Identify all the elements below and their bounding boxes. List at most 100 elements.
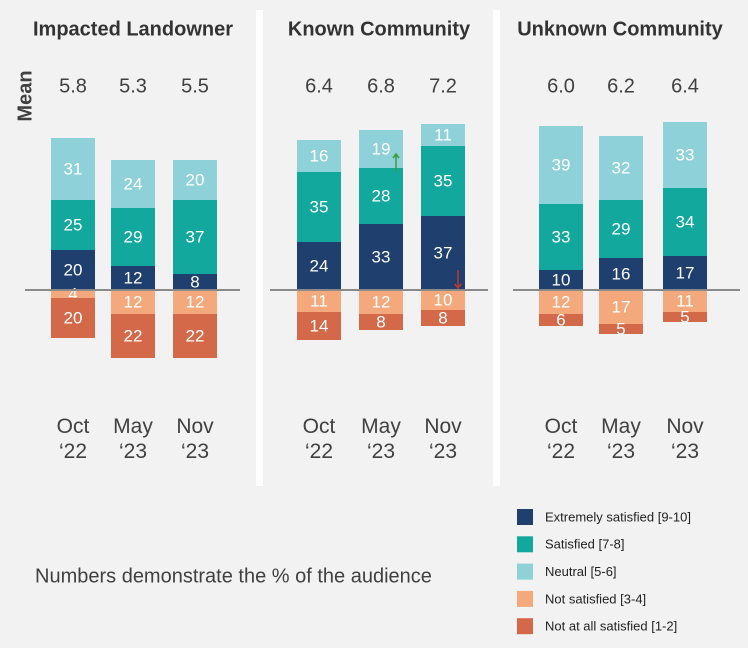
bar-segment [297, 312, 341, 340]
panel-title: Unknown Community [517, 18, 723, 40]
x-tick-label: May ‘23 [601, 415, 641, 463]
data-label: 29 [612, 219, 631, 238]
bar-segment [539, 270, 583, 290]
legend-swatch [517, 563, 533, 580]
data-label: 11 [676, 291, 694, 310]
data-label: 20 [186, 170, 205, 189]
bar-segment [111, 290, 155, 314]
data-label: 29 [124, 227, 143, 246]
bar-segment [51, 138, 95, 200]
data-label: 20 [64, 260, 83, 279]
bar-segment [539, 290, 583, 314]
legend-label: Satisfied [7-8] [545, 537, 625, 552]
data-label: 37 [186, 227, 205, 246]
mean-value: 6.4 [671, 75, 699, 97]
data-label: 12 [372, 292, 391, 311]
data-label: 19 [372, 139, 391, 158]
bar-segment [111, 266, 155, 290]
bar-segment [51, 200, 95, 250]
bar-segment [359, 290, 403, 314]
mean-value: 6.0 [547, 75, 575, 97]
data-label: 10 [552, 270, 571, 289]
mean-value: 5.3 [119, 75, 147, 97]
data-label: 20 [64, 308, 83, 327]
data-label: 5 [616, 319, 625, 338]
data-label: 8 [376, 312, 385, 331]
data-label: 25 [64, 215, 83, 234]
mean-value: 6.8 [367, 75, 395, 97]
bar-segment [421, 146, 465, 216]
bar-segment [111, 208, 155, 266]
legend-label: Not satisfied [3-4] [545, 591, 646, 606]
data-label: 33 [676, 145, 695, 164]
data-label: 5 [680, 307, 689, 326]
data-label: 22 [124, 326, 143, 345]
bar-segment [539, 126, 583, 204]
bar-segment [599, 258, 643, 290]
data-label: 8 [190, 272, 199, 291]
mean-value: 5.8 [59, 75, 87, 97]
data-label: 17 [612, 297, 631, 316]
data-label: 14 [310, 316, 329, 335]
bar-segment [421, 290, 465, 310]
legend-label: Not at all satisfied [1-2] [545, 619, 677, 634]
data-label: 6 [556, 310, 565, 329]
data-label: 35 [310, 197, 329, 216]
bar-segment [539, 204, 583, 270]
data-label: 34 [676, 212, 695, 231]
mean-value: 7.2 [429, 75, 457, 97]
legend-label: Neutral [5-6] [545, 564, 617, 579]
bar-segment [51, 298, 95, 338]
panel-separator [493, 10, 500, 486]
data-label: 31 [64, 159, 83, 178]
data-label: 12 [552, 292, 571, 311]
data-label: 17 [676, 263, 695, 282]
data-label: 35 [434, 171, 453, 190]
mean-value: 6.2 [607, 75, 635, 97]
bar-segment [173, 274, 217, 290]
trend-arrow-head [454, 283, 462, 290]
legend-swatch [517, 590, 533, 607]
mean-value: 5.5 [181, 75, 209, 97]
x-tick-label: Nov ‘23 [666, 415, 704, 463]
data-label: 8 [438, 308, 447, 327]
legend-swatch [517, 536, 533, 553]
bar-segment [297, 290, 341, 312]
data-label: 39 [552, 155, 571, 174]
bar-segment [663, 188, 707, 256]
legend-swatch [517, 618, 533, 635]
x-tick-label: Oct ‘22 [544, 415, 578, 463]
bar-segment [173, 200, 217, 274]
x-tick-label: Oct ‘22 [56, 415, 90, 463]
x-tick-label: Nov ‘23 [424, 415, 462, 463]
bar-segment [173, 314, 217, 358]
data-label: 11 [434, 125, 452, 144]
trend-arrow-head [392, 152, 400, 159]
bar-segment [297, 140, 341, 172]
bar-segment [359, 314, 403, 330]
bar-segment [663, 312, 707, 322]
data-label: 12 [124, 268, 143, 287]
bar-segment [297, 172, 341, 242]
data-label: 11 [310, 291, 328, 310]
bar-segment [111, 314, 155, 358]
note: Numbers demonstrate the % of the audienc… [35, 565, 432, 587]
panel-title: Known Community [288, 18, 471, 40]
data-label: 16 [310, 146, 329, 165]
bar-segment [663, 256, 707, 290]
legend-swatch [517, 509, 533, 525]
data-label: 24 [124, 174, 143, 193]
bar-segment [599, 136, 643, 200]
bar-segment [359, 224, 403, 290]
x-tick-label: May ‘23 [113, 415, 153, 463]
panel-separator [256, 10, 263, 486]
bar-segment [51, 290, 95, 298]
bar-segment [421, 310, 465, 326]
bar-segment [51, 250, 95, 290]
bar-segment [359, 168, 403, 224]
data-label: 33 [372, 247, 391, 266]
bar-segment [599, 200, 643, 258]
bar-segment [421, 124, 465, 146]
bar-segment [599, 324, 643, 334]
